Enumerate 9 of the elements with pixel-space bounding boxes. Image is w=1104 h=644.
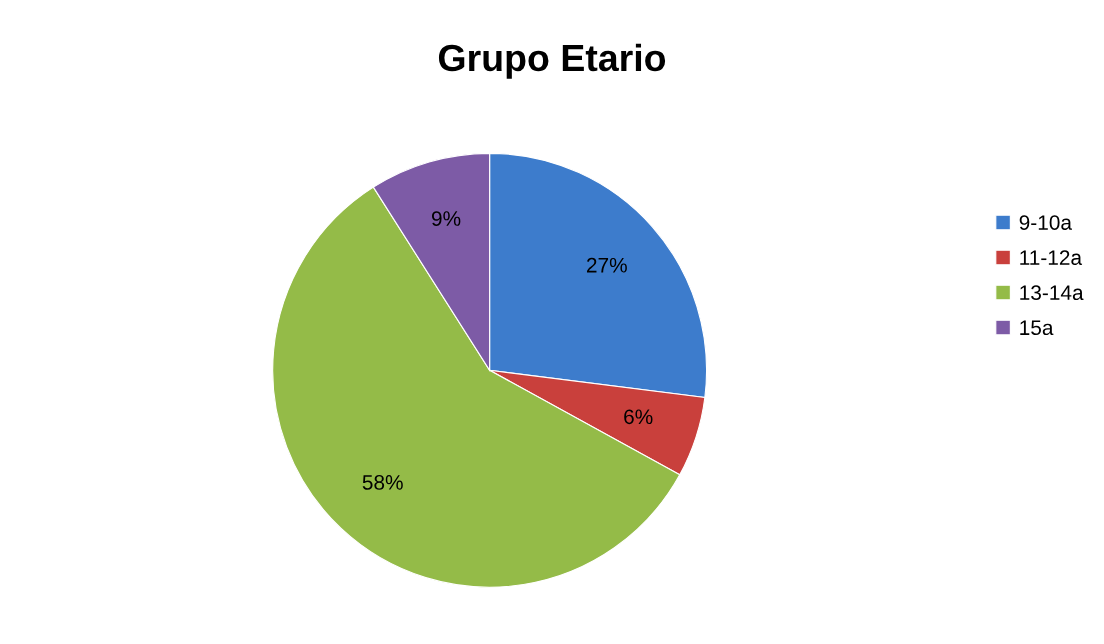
legend-label: 13-14a	[1020, 285, 1084, 301]
data-label: 9%	[431, 211, 461, 226]
legend-label: 15a	[1020, 320, 1054, 336]
legend-label: 11-12a	[1020, 250, 1083, 265]
data-label: 6%	[624, 409, 653, 425]
data-label: 58%	[362, 475, 403, 490]
legend-label: 9-10a	[1019, 215, 1072, 230]
chart-title: Grupo Etario	[438, 43, 666, 79]
data-label: 27%	[586, 257, 627, 273]
